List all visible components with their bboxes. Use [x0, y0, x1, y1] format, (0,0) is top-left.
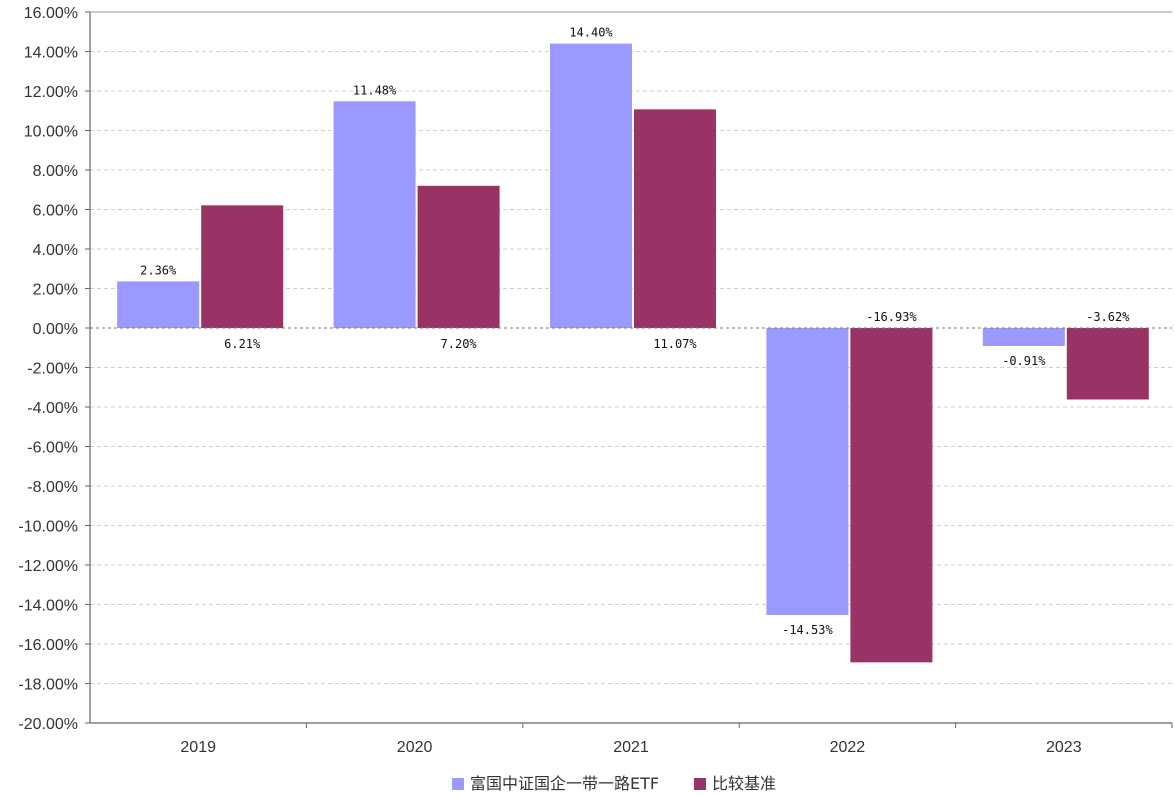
y-tick-label: 16.00% [24, 5, 78, 22]
y-tick-label: 10.00% [24, 124, 78, 141]
data-label-1-2020: 11.48% [353, 83, 397, 97]
data-label-2-2022: -16.93% [866, 310, 917, 324]
y-tick-label: 6.00% [33, 203, 78, 220]
data-label-2-2021: 11.07% [653, 337, 697, 351]
x-tick-label: 2019 [180, 739, 216, 756]
x-tick-label: 2021 [613, 739, 649, 756]
axes [89, 11, 1172, 724]
y-tick-label: 14.00% [24, 45, 78, 62]
y-tick-label: -6.00% [27, 440, 78, 457]
y-tick-label: -2.00% [27, 361, 78, 378]
data-labels: 2.36% 6.21% 11.48% 7.20% 14.40% 11.07% -14.53%… [140, 26, 1130, 637]
bar-2-2021 [634, 109, 716, 329]
x-tick-label: 2022 [830, 739, 866, 756]
y-tick-label: -8.00% [27, 479, 78, 496]
bar-1-2019 [117, 281, 200, 328]
x-tick-label: 2020 [397, 739, 433, 756]
data-label-1-2019: 2.36% [140, 263, 177, 277]
y-tick-label: 12.00% [24, 84, 78, 101]
y-tick-label: -18.00% [18, 677, 78, 694]
y-tick-label: 0.00% [33, 321, 78, 338]
x-axis-tick-labels: 2019 2020 2021 2022 2023 [180, 723, 1173, 756]
y-tick-label: 4.00% [33, 242, 78, 259]
bar-2-2020 [417, 185, 500, 328]
legend-swatch-series-2 [694, 778, 706, 790]
data-label-2-2023: -3.62% [1086, 310, 1130, 324]
bar-2-2023 [1066, 328, 1149, 400]
bar-1-2022 [766, 328, 849, 615]
y-tick-label: -12.00% [18, 558, 78, 575]
y-tick-label: -16.00% [18, 637, 78, 654]
bar-1-2020 [333, 101, 416, 329]
data-label-1-2021: 14.40% [569, 26, 613, 40]
bars [117, 43, 1149, 663]
bar-1-2021 [550, 43, 632, 328]
data-label-2-2019: 6.21% [224, 337, 261, 351]
y-tick-label: -4.00% [27, 400, 78, 417]
y-tick-label: -10.00% [18, 519, 78, 536]
bar-2-2019 [201, 205, 284, 328]
y-tick-label: -20.00% [18, 716, 78, 733]
legend: 富国中证国企一带一路ETF 比较基准 [452, 774, 776, 793]
y-axis-tick-labels: 16.00% 14.00% 12.00% 10.00% 8.00% 6.00% 4.00% 2… [18, 5, 78, 733]
y-tick-label: 8.00% [33, 163, 78, 180]
data-label-1-2022: -14.53% [782, 623, 833, 637]
data-label-1-2023: -0.91% [1002, 354, 1046, 368]
y-tick-label: -14.00% [18, 598, 78, 615]
legend-label-series-1: 富国中证国企一带一路ETF [470, 774, 659, 793]
data-label-2-2020: 7.20% [441, 337, 478, 351]
legend-label-series-2: 比较基准 [712, 774, 776, 793]
bar-1-2023 [982, 328, 1065, 346]
legend-swatch-series-1 [452, 778, 464, 790]
bar-2-2022 [850, 328, 933, 663]
x-tick-label: 2023 [1046, 739, 1082, 756]
y-tick-label: 2.00% [33, 282, 78, 299]
